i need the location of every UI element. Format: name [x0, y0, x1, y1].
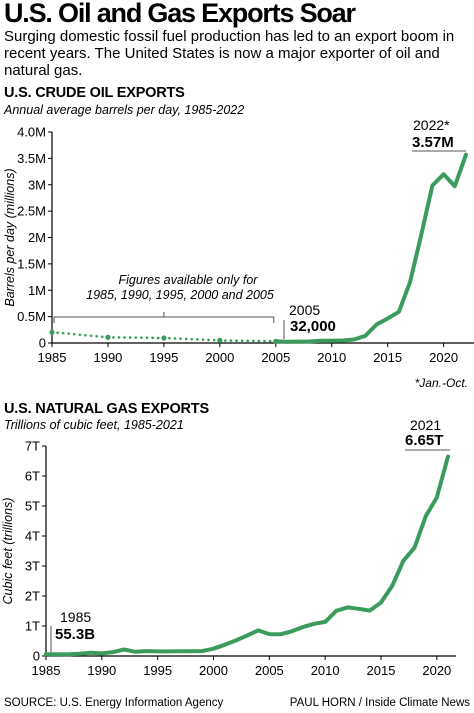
oil-y-tick-label: 2.5M [17, 204, 46, 219]
gas-x-tick-label: 2010 [311, 663, 340, 678]
headline: U.S. Oil and Gas Exports Soar [4, 0, 356, 28]
oil-x-tick-label: 1995 [149, 350, 178, 365]
gas-y-tick-label: 0 [33, 649, 40, 664]
gas-y-tick-label: 4T [25, 529, 40, 544]
oil-x-tick-label: 1985 [38, 350, 67, 365]
oil-y-tick-label: 2M [28, 230, 46, 245]
oil-annotation-2005-value: 32,000 [290, 318, 336, 335]
oil-exports-chart: 0 0.5M 1M 1.5M 2M 2.5M 3M 3.5M 4.0M 1985 1990 1995 2… [3, 117, 474, 390]
oil-x-tick-label: 2000 [205, 350, 234, 365]
gas-chart-subtitle: Trillions of cubic feet, 1985-2021 [4, 418, 184, 432]
oil-x-tick-label: 1990 [93, 350, 122, 365]
oil-data-point [105, 334, 111, 340]
gas-y-tick-label: 7T [25, 439, 40, 454]
gas-x-tick-label: 1995 [143, 663, 172, 678]
oil-bracket [53, 316, 275, 323]
oil-annotation-2022-year: 2022* [413, 117, 450, 133]
oil-y-tick-label: 1.5M [17, 256, 46, 271]
oil-y-axis-label: Barrels per day (millions) [3, 168, 17, 306]
gas-x-tick-label: 2000 [199, 663, 228, 678]
gas-annotation-1985-year: 1985 [60, 609, 91, 625]
oil-marks [49, 152, 468, 344]
gas-annotation-1985-value: 55.3B [55, 626, 95, 643]
oil-y-tick-label: 0 [39, 336, 46, 351]
gas-series-solid-line [44, 454, 450, 657]
credit-note: PAUL HORN / Inside Climate News [289, 697, 470, 709]
gas-axes: 0 1T 2T 3T 4T 5T 6T 7T 1985 1990 1995 2000 2005 2010 2… [1, 439, 456, 678]
gas-x-tick-label: 2005 [255, 663, 284, 678]
oil-y-tick-label: 4.0M [17, 125, 46, 140]
oil-series-solid-line [273, 152, 468, 344]
gas-y-axis-label: Cubic feet (trillions) [1, 498, 15, 605]
oil-axes: 0 0.5M 1M 1.5M 2M 2.5M 3M 3.5M 4.0M 1985 1990 1995 2… [3, 125, 474, 365]
oil-chart-title: U.S. CRUDE OIL EXPORTS [4, 85, 185, 101]
oil-y-tick-label: 3M [28, 177, 46, 192]
oil-annotation-2022-value: 3.57M [412, 134, 454, 151]
oil-bracket-text-line2: 1985, 1990, 1995, 2000 and 2005 [86, 288, 274, 302]
gas-exports-chart: 0 1T 2T 3T 4T 5T 6T 7T 1985 1990 1995 2000 2005 2010 2… [1, 417, 456, 678]
dek-text: Surging domestic fossil fuel production … [4, 28, 455, 79]
gas-x-tick-label: 1985 [32, 663, 61, 678]
gas-x-tick-label: 2015 [367, 663, 396, 678]
gas-y-tick-label: 5T [25, 499, 40, 514]
source-note: SOURCE: U.S. Energy Information Agency [4, 697, 224, 709]
oil-data-point [161, 335, 167, 341]
oil-chart-subtitle: Annual average barrels per day, 1985-202… [4, 103, 245, 117]
gas-marks [44, 454, 450, 657]
oil-data-point [49, 329, 55, 335]
oil-y-tick-label: 0.5M [17, 309, 46, 324]
gas-y-tick-label: 2T [25, 589, 40, 604]
gas-y-tick-label: 1T [25, 619, 40, 634]
gas-chart-title: U.S. NATURAL GAS EXPORTS [4, 401, 209, 417]
oil-y-tick-label: 3.5M [17, 151, 46, 166]
gas-y-tick-label: 3T [25, 559, 40, 574]
oil-data-point [217, 337, 223, 343]
oil-annotation-2005-year: 2005 [289, 302, 320, 318]
oil-x-tick-label: 2005 [261, 350, 290, 365]
gas-annotation-2021-year: 2021 [410, 417, 441, 433]
oil-footnote: *Jan.-Oct. [415, 376, 468, 390]
oil-bracket-text-line1: Figures available only for [119, 273, 259, 287]
gas-x-tick-label: 1990 [87, 663, 116, 678]
gas-annotation-2021-value: 6.65T [405, 432, 443, 449]
oil-x-tick-label: 2020 [429, 350, 458, 365]
gas-x-tick-label: 2020 [422, 663, 451, 678]
oil-y-tick-label: 1M [28, 283, 46, 298]
oil-x-tick-label: 2010 [317, 350, 346, 365]
gas-y-tick-label: 6T [25, 469, 40, 484]
oil-x-tick-label: 2015 [373, 350, 402, 365]
